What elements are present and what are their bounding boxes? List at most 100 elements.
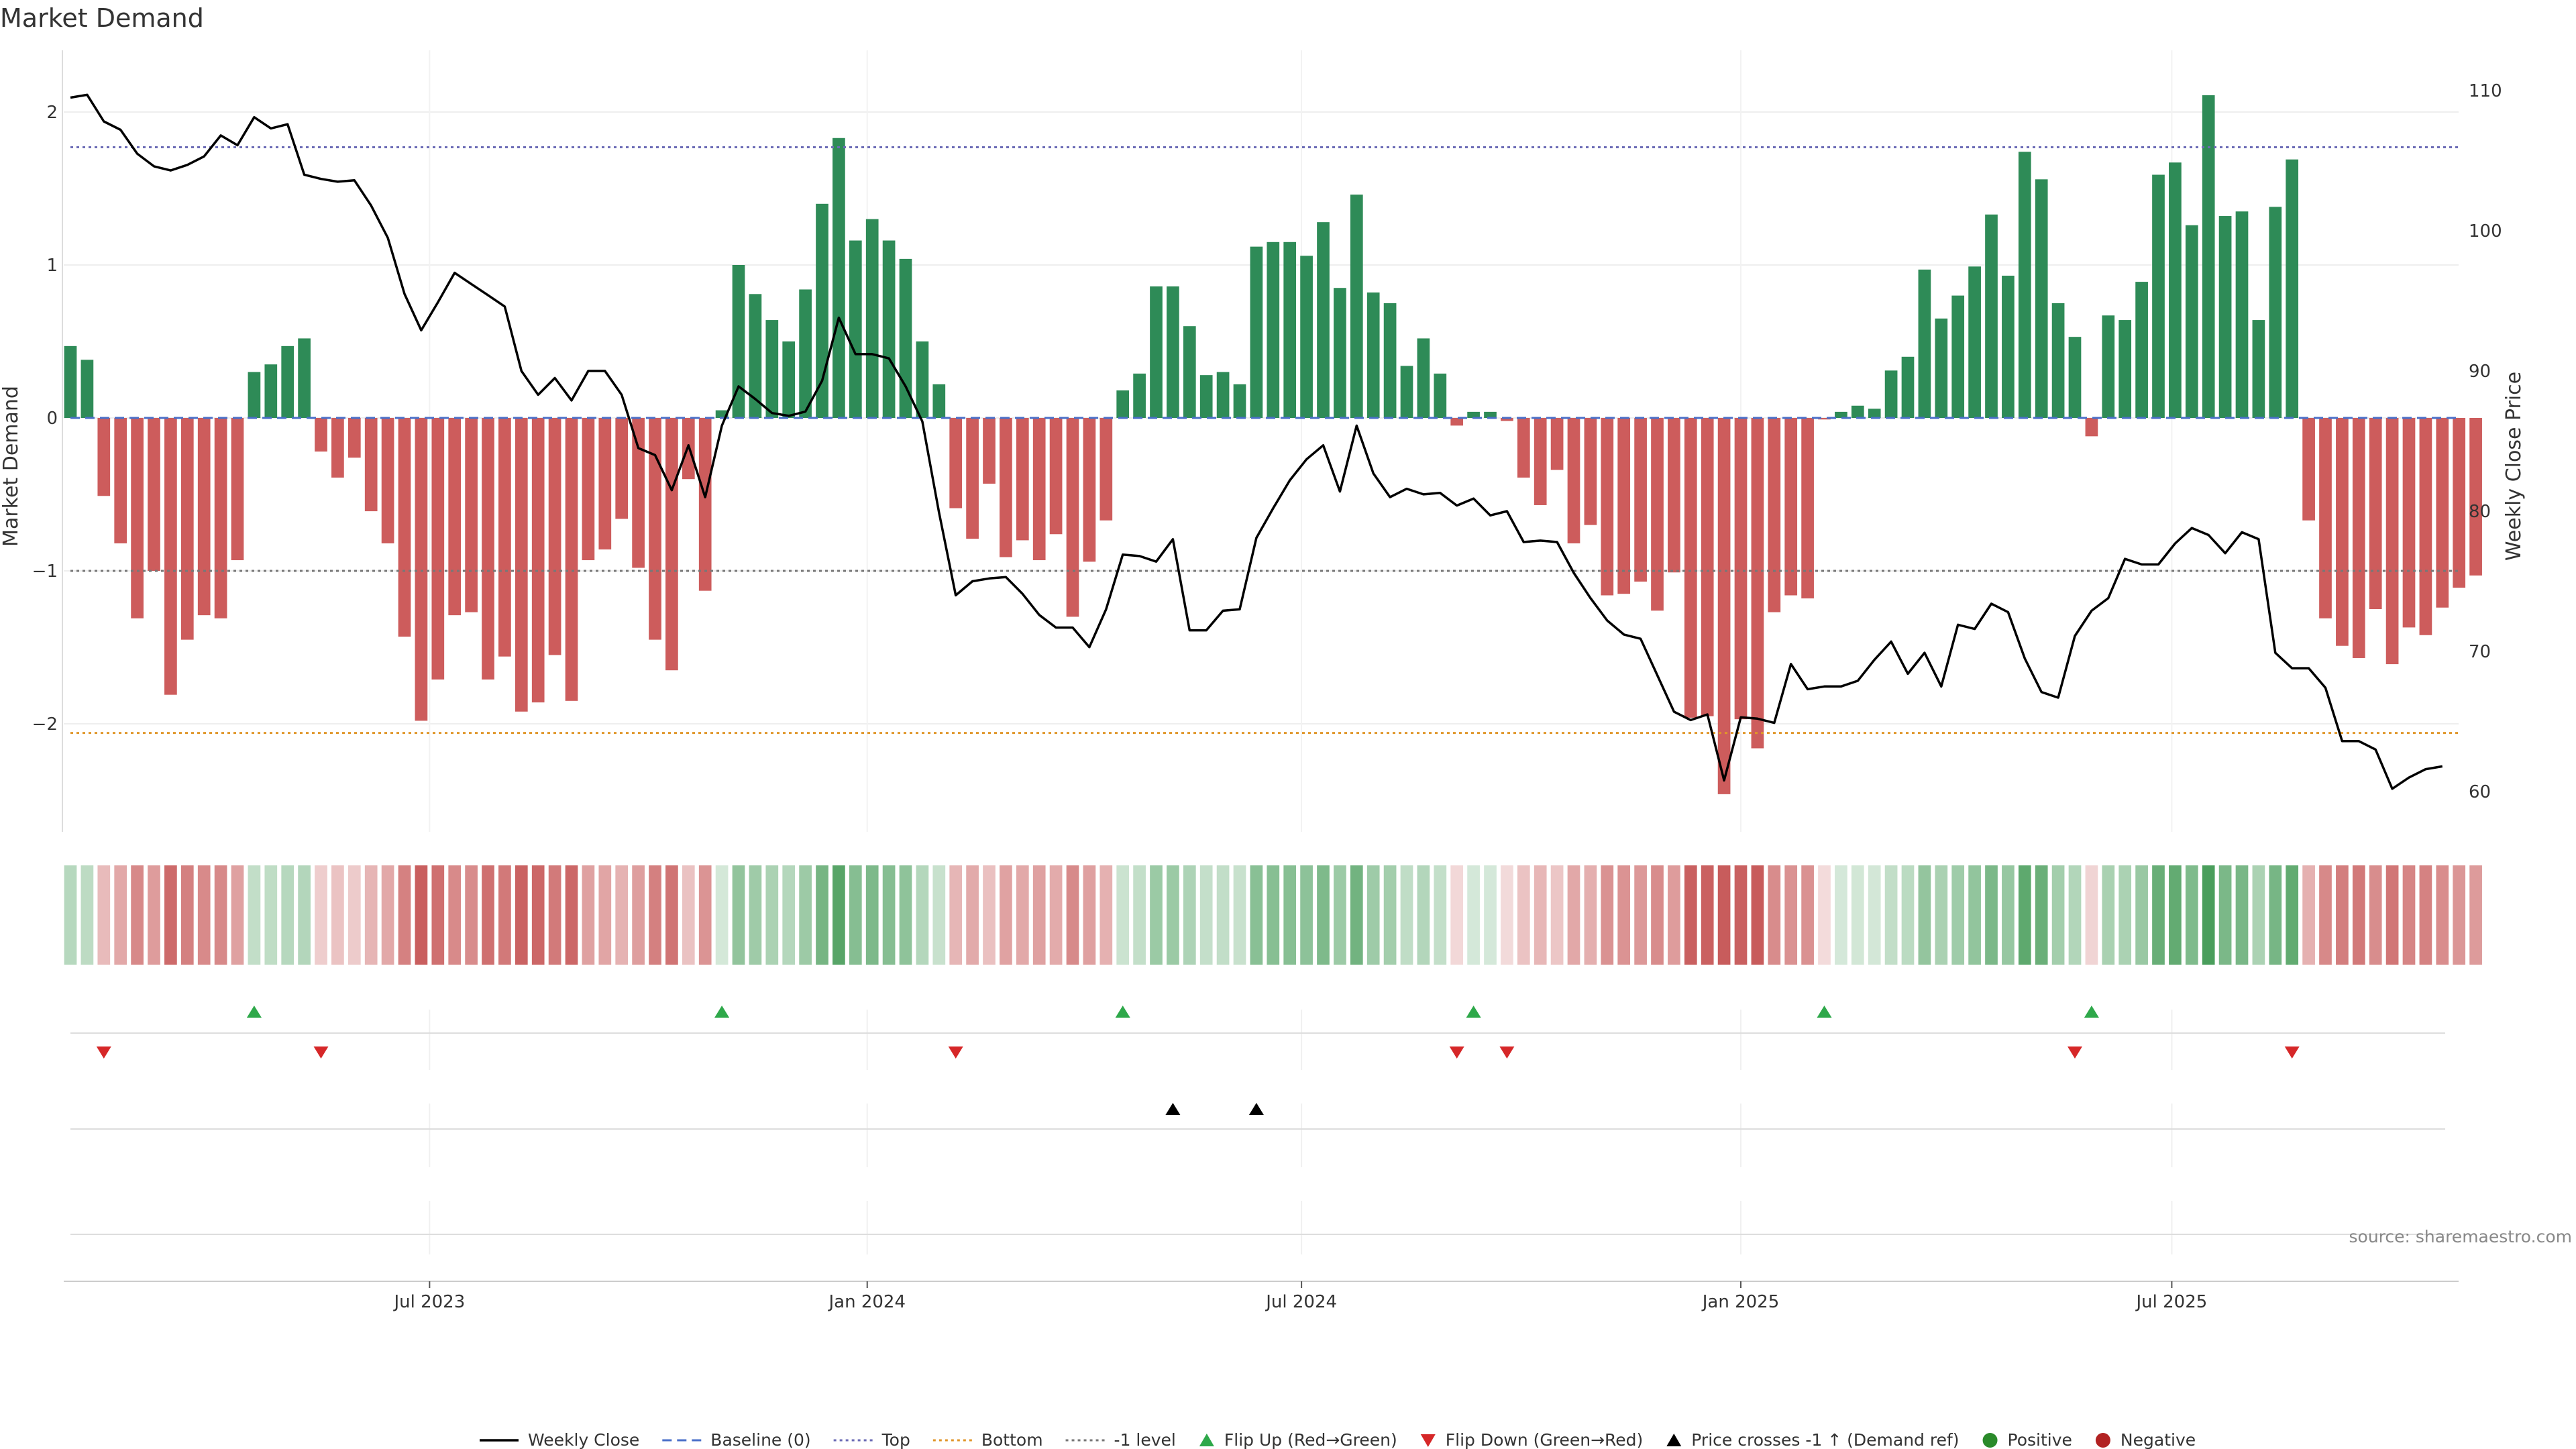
- y-tick-label: −1: [32, 561, 58, 582]
- heat-cell: [865, 865, 879, 965]
- heat-cell: [1734, 865, 1748, 965]
- demand-bar: [865, 219, 879, 418]
- demand-bar: [1968, 266, 1981, 418]
- demand-bar: [1032, 418, 1046, 561]
- heat-cell: [816, 865, 828, 965]
- legend-swatch: [1666, 1434, 1682, 1446]
- demand-bar: [1099, 418, 1113, 521]
- heat-cell: [515, 865, 528, 965]
- demand-bar: [364, 418, 378, 512]
- heat-cell: [114, 865, 127, 965]
- heat-cell: [2436, 865, 2449, 965]
- heat-cell: [264, 865, 278, 965]
- signal-markers: [70, 1006, 2445, 1235]
- demand-bar: [2085, 418, 2098, 437]
- heat-cell: [281, 865, 294, 965]
- demand-bar: [197, 418, 211, 616]
- demand-bar: [248, 372, 261, 418]
- demand-bar: [2436, 418, 2449, 608]
- demand-bar: [1199, 375, 1213, 418]
- heat-cell: [1801, 865, 1814, 965]
- heat-cell: [1651, 865, 1664, 965]
- demand-bar: [2169, 162, 2182, 419]
- demand-bar: [1417, 338, 1430, 418]
- y2-tick-label: 90: [2469, 362, 2491, 382]
- heat-cell: [2319, 865, 2332, 965]
- demand-bar: [1634, 418, 1647, 582]
- heat-cell: [1851, 865, 1864, 965]
- demand-bar: [1450, 418, 1464, 426]
- heat-cell: [2152, 865, 2165, 965]
- y-tick-label: 2: [46, 103, 58, 123]
- demand-bar: [515, 418, 528, 712]
- demand-bar: [2402, 418, 2416, 628]
- heat-cell: [1818, 865, 1831, 965]
- heat-cell: [966, 865, 979, 965]
- legend-item: Top: [833, 1430, 910, 1449]
- heat-cell: [698, 865, 712, 965]
- legend-swatch: [1199, 1434, 1214, 1446]
- heat-cell: [2419, 865, 2432, 965]
- demand-bar: [598, 418, 612, 550]
- y-axis-label: Market Demand: [0, 386, 23, 547]
- demand-bar: [882, 240, 896, 418]
- demand-bar: [2035, 179, 2048, 418]
- heat-cell: [2035, 865, 2048, 965]
- demand-bar: [782, 341, 796, 418]
- heat-cell: [1951, 865, 1965, 965]
- heat-cell: [1283, 865, 1297, 965]
- demand-bar: [765, 320, 779, 418]
- heat-cell: [80, 865, 94, 965]
- demand-bar: [582, 418, 595, 561]
- heat-cell: [1216, 865, 1230, 965]
- heat-cell: [1032, 865, 1046, 965]
- demand-bar: [2002, 275, 2015, 418]
- heat-cell: [1550, 865, 1564, 965]
- heat-cell: [582, 865, 595, 965]
- heat-cell: [2369, 865, 2382, 965]
- heat-cell: [782, 865, 796, 965]
- demand-bar: [2319, 418, 2332, 619]
- demand-bar: [1884, 370, 1898, 418]
- x-tick-label: Jul 2024: [1265, 1292, 1337, 1312]
- demand-bar: [164, 418, 177, 695]
- demand-bar: [1167, 286, 1179, 418]
- demand-bar: [698, 418, 712, 591]
- heat-cell: [2185, 865, 2198, 965]
- demand-bar: [1651, 418, 1664, 611]
- heat-cell: [197, 865, 211, 965]
- demand-bar: [2286, 159, 2299, 418]
- heat-cell: [1768, 865, 1781, 965]
- heat-cell: [1751, 865, 1764, 965]
- demand-bar: [2185, 225, 2198, 418]
- chart-title: Market Demand: [0, 3, 204, 33]
- heat-cell: [2085, 865, 2098, 965]
- legend-label: Bottom: [981, 1430, 1043, 1449]
- heat-cell: [2252, 865, 2265, 965]
- heat-cell: [1317, 865, 1330, 965]
- demand-bar: [1935, 318, 1948, 418]
- legend-item: Flip Down (Green→Red): [1420, 1430, 1643, 1449]
- heat-cell: [2002, 865, 2015, 965]
- legend-label: Baseline (0): [710, 1430, 810, 1449]
- demand-bar: [715, 410, 729, 418]
- demand-bar: [1851, 405, 1864, 418]
- legend-item: -1 level: [1065, 1430, 1176, 1449]
- x-axis: Jul 2023 Jan 2024 Jul 2024 Jan 2025 Jul 2025: [392, 1281, 2207, 1312]
- demand-bar: [214, 418, 227, 619]
- demand-bar: [398, 418, 411, 637]
- heat-cell: [1233, 865, 1246, 965]
- legend-item: Negative: [2095, 1430, 2196, 1449]
- heat-cell: [1000, 865, 1012, 965]
- heat-cell: [1517, 865, 1530, 965]
- heat-cell: [983, 865, 996, 965]
- demand-bar: [1918, 269, 1931, 418]
- heat-cell: [2235, 865, 2249, 965]
- flip-up-marker: [246, 1006, 262, 1018]
- demand-bar: [1334, 288, 1346, 418]
- heat-cell: [1484, 865, 1497, 965]
- demand-bar: [2302, 418, 2315, 521]
- heat-cell: [1450, 865, 1464, 965]
- demand-bar: [1501, 418, 1513, 421]
- demand-bar: [1233, 384, 1246, 418]
